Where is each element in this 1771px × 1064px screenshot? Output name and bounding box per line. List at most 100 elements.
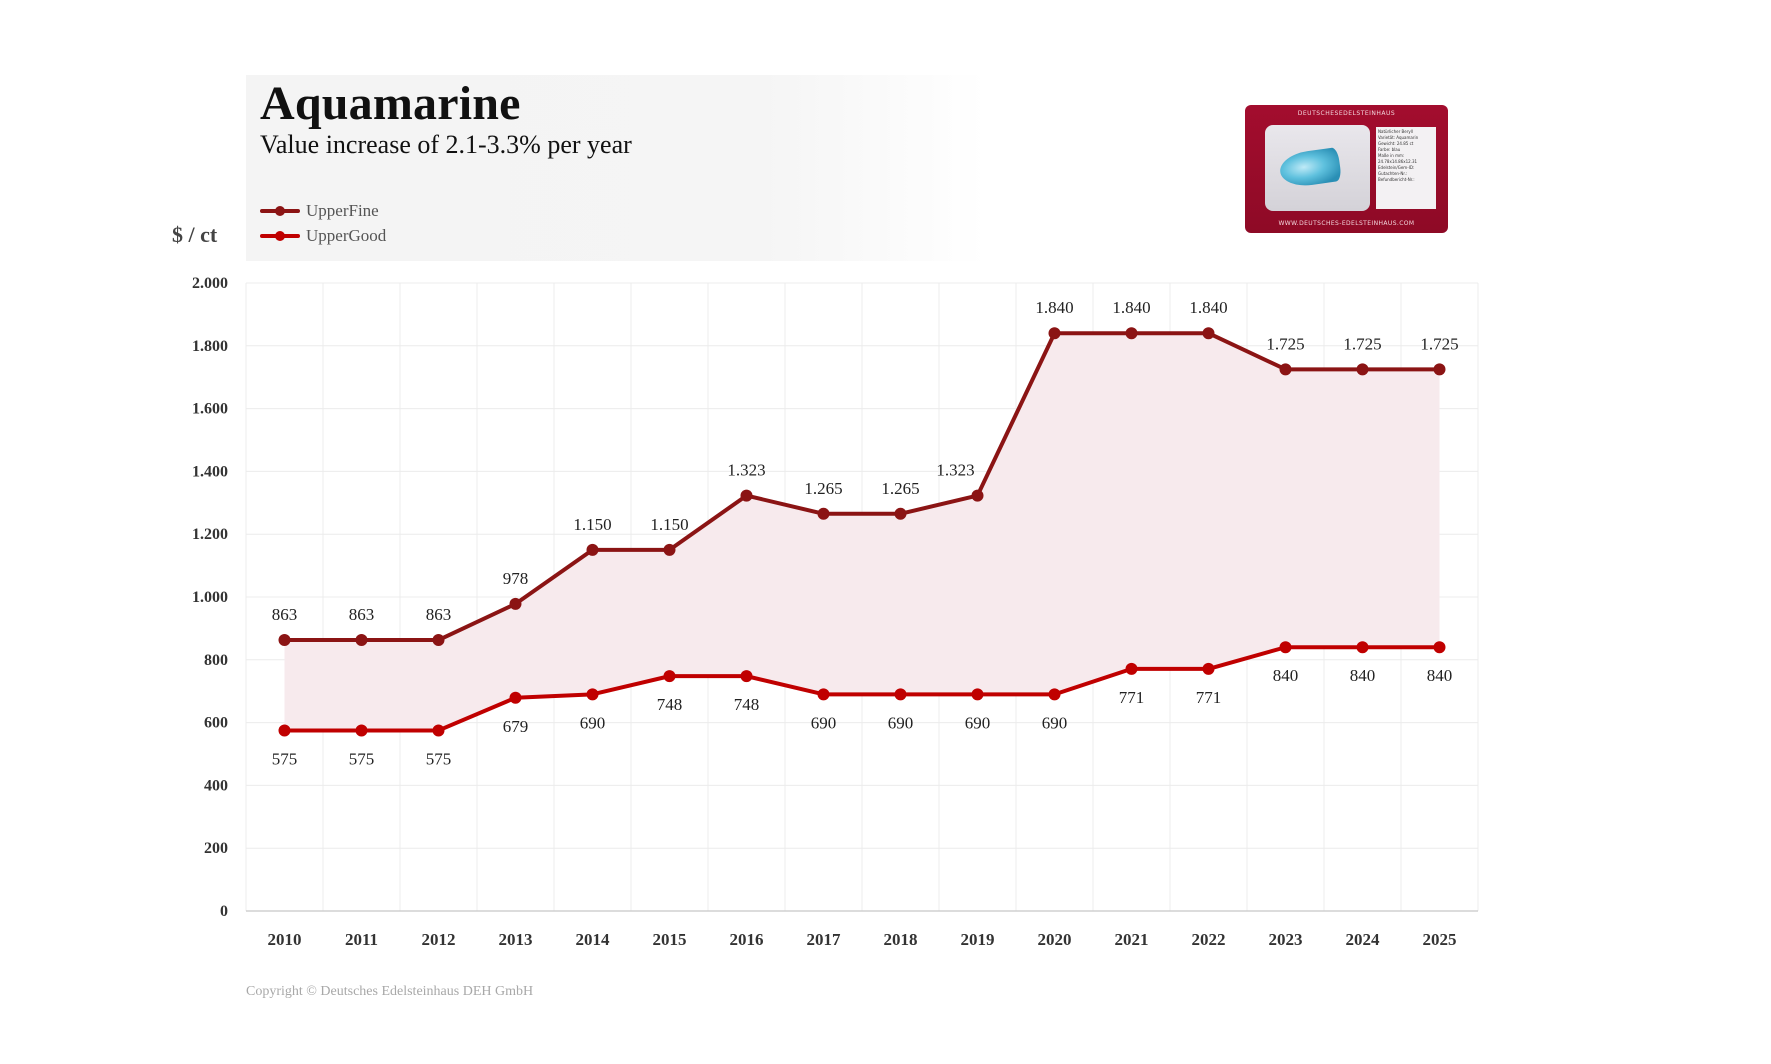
card-brand: DEUTSCHESEDELSTEINHAUS [1297, 110, 1396, 117]
data-label-upperfine: 863 [272, 605, 298, 624]
data-label-upperfine: 1.265 [804, 479, 842, 498]
data-label-upperfine: 1.725 [1420, 334, 1458, 353]
y-tick-label: 800 [204, 652, 228, 669]
data-label-upperfine: 1.323 [936, 461, 974, 480]
data-point-uppergood [1279, 641, 1292, 654]
x-tick-label: 2015 [653, 930, 687, 949]
data-label-uppergood: 771 [1196, 688, 1222, 707]
data-point-upperfine [740, 489, 753, 502]
data-label-uppergood: 575 [426, 749, 452, 768]
x-tick-label: 2011 [345, 930, 378, 949]
axes: 0 200 400 600 800 1.000 1.200 1.400 1.600 1.800 2.… [192, 275, 1478, 949]
y-tick-label: 1.200 [192, 526, 228, 543]
data-point-upperfine [509, 597, 522, 610]
range-band [284, 333, 1440, 731]
data-point-uppergood [586, 688, 599, 701]
legend-label: UpperFine [306, 200, 379, 220]
data-point-upperfine [278, 634, 291, 647]
data-point-uppergood [509, 691, 522, 704]
data-point-uppergood [817, 688, 830, 701]
data-label-upperfine: 1.725 [1343, 334, 1381, 353]
legend: UpperFine UpperGood [260, 198, 386, 248]
data-point-upperfine [971, 489, 984, 502]
x-tick-label: 2022 [1192, 930, 1226, 949]
y-axis-label: $ / ct [172, 222, 218, 247]
x-tick-label: 2018 [884, 930, 918, 949]
x-tick-label: 2020 [1038, 930, 1072, 949]
data-point-uppergood [740, 670, 753, 683]
data-point-upperfine [1433, 363, 1446, 376]
card-label-line: Varietät: Aquamarin [1378, 135, 1419, 140]
data-label-uppergood: 690 [888, 713, 914, 732]
data-label-upperfine: 863 [426, 605, 452, 624]
data-label-uppergood: 840 [1350, 666, 1376, 685]
data-label-uppergood: 679 [503, 717, 529, 736]
data-label-uppergood: 771 [1119, 688, 1145, 707]
data-label-uppergood: 748 [734, 695, 760, 714]
data-label-upperfine: 1.265 [881, 479, 919, 498]
data-label-upperfine: 1.150 [650, 515, 688, 534]
y-tick-label: 0 [220, 903, 228, 920]
chart-header-panel [246, 75, 986, 261]
card-label-line: Befundbericht-Nr.: [1378, 177, 1415, 182]
data-point-upperfine [1202, 327, 1215, 340]
card-url: WWW.DEUTSCHES-EDELSTEINHAUS.COM [1278, 220, 1415, 227]
data-point-upperfine [1048, 327, 1061, 340]
data-point-upperfine [1279, 363, 1292, 376]
x-tick-label: 2025 [1423, 930, 1457, 949]
data-label-upperfine: 1.725 [1266, 334, 1304, 353]
card-label-line: Edelstein/Gem-ID: [1378, 165, 1415, 170]
data-label-upperfine: 1.840 [1112, 298, 1150, 317]
data-label-upperfine: 863 [349, 605, 375, 624]
data-point-uppergood [894, 688, 907, 701]
x-tick-label: 2017 [807, 930, 842, 949]
data-label-uppergood: 575 [272, 749, 298, 768]
data-label-uppergood: 690 [811, 713, 837, 732]
copyright-notice: Copyright © Deutsches Edelsteinhaus DEH … [246, 984, 534, 999]
card-label-line: Farbe: blau [1378, 147, 1401, 152]
data-label-upperfine: 1.323 [727, 461, 765, 480]
y-tick-label: 1.600 [192, 401, 228, 418]
data-label-uppergood: 690 [580, 713, 606, 732]
data-point-upperfine [1125, 327, 1138, 340]
line-marker-icon [260, 230, 300, 241]
legend-item-uppergood[interactable]: UpperGood [260, 223, 386, 248]
data-point-uppergood [278, 724, 291, 737]
data-label-upperfine: 1.840 [1035, 298, 1073, 317]
card-label: Natürlicher Beryll Varietät: Aquamarin G… [1376, 127, 1436, 209]
x-tick-label: 2010 [268, 930, 302, 949]
data-label-uppergood: 690 [965, 713, 991, 732]
y-tick-label: 200 [204, 840, 228, 857]
data-label-uppergood: 748 [657, 695, 683, 714]
data-label-upperfine: 978 [503, 569, 529, 588]
x-tick-label: 2019 [961, 930, 995, 949]
data-point-uppergood [1048, 688, 1061, 701]
data-point-uppergood [1125, 662, 1138, 675]
line-marker-icon [260, 205, 300, 216]
range-band-area [284, 333, 1440, 731]
x-tick-label: 2014 [576, 930, 611, 949]
data-label-uppergood: 690 [1042, 713, 1068, 732]
series-line-uppergood [284, 645, 1440, 733]
data-label-upperfine: 1.840 [1189, 298, 1227, 317]
legend-label: UpperGood [306, 225, 387, 245]
x-tick-label: 2023 [1269, 930, 1303, 949]
card-window [1265, 125, 1370, 211]
data-point-uppergood [432, 724, 445, 737]
legend-item-upperfine[interactable]: UpperFine [260, 198, 386, 223]
x-tick-label: 2024 [1346, 930, 1381, 949]
y-tick-label: 1.400 [192, 463, 228, 480]
data-point-upperfine [355, 634, 368, 647]
x-tick-label: 2021 [1115, 930, 1149, 949]
data-point-uppergood [1202, 662, 1215, 675]
y-tick-label: 2.000 [192, 275, 228, 292]
data-point-upperfine [663, 543, 676, 556]
data-label-uppergood: 840 [1273, 666, 1299, 685]
card-label-line: Maße in mm: [1378, 153, 1405, 158]
data-label-uppergood: 575 [349, 749, 375, 768]
data-point-upperfine [432, 634, 445, 647]
card-label-line: Gutachten-Nr.: [1378, 171, 1408, 176]
data-labels: 863 863 863 978 1.150 1.150 1.323 1.265 1.265 1.3… [272, 298, 1459, 768]
x-tick-label: 2013 [499, 930, 533, 949]
product-certificate-image: DEUTSCHESEDELSTEINHAUS Natürlicher Beryl… [1245, 105, 1448, 233]
